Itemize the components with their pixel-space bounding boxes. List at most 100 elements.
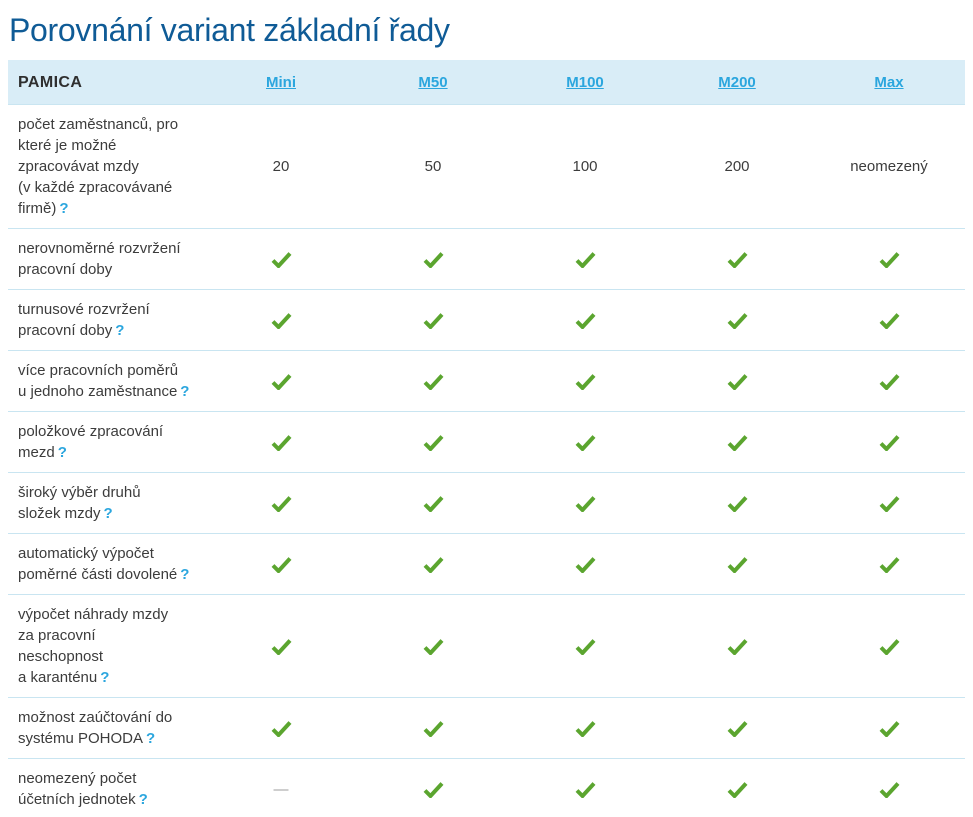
help-icon[interactable]: ? <box>59 200 69 217</box>
value-cell <box>357 371 509 392</box>
column-link-m200[interactable]: M200 <box>718 73 756 91</box>
row-label-cell: možnost zaúčtování do systému POHODA? <box>8 707 205 749</box>
check-icon <box>879 495 900 513</box>
column-link-mini[interactable]: Mini <box>266 73 296 91</box>
check-icon <box>727 434 748 452</box>
check-icon <box>271 556 292 574</box>
value-cell <box>661 432 813 453</box>
row-label-cell: výpočet náhrady mzdy za pracovní neschop… <box>8 604 205 688</box>
value-cell <box>661 718 813 739</box>
table-row: široký výběr druhů složek mzdy? <box>8 472 965 533</box>
row-label-cell: široký výběr druhů složek mzdy? <box>8 482 205 524</box>
value-cell <box>357 432 509 453</box>
value-cell <box>509 718 661 739</box>
value-cell <box>661 636 813 657</box>
row-label-cell: turnusové rozvržení pracovní doby? <box>8 299 205 341</box>
table-row: automatický výpočet poměrné části dovole… <box>8 533 965 594</box>
table-row: výpočet náhrady mzdy za pracovní neschop… <box>8 594 965 697</box>
value-cell <box>813 636 965 657</box>
help-icon[interactable]: ? <box>57 444 67 461</box>
row-label-cell: neomezený počet účetních jednotek? <box>8 768 205 810</box>
value-cell <box>509 432 661 453</box>
table-row: možnost zaúčtování do systému POHODA? <box>8 697 965 758</box>
check-icon <box>423 373 444 391</box>
row-label-cell: více pracovních poměrů u jednoho zaměstn… <box>8 360 205 402</box>
row-label: možnost zaúčtování do systému POHODA <box>18 709 173 747</box>
column-link-m100[interactable]: M100 <box>566 73 604 91</box>
value-cell <box>813 554 965 575</box>
help-icon[interactable]: ? <box>115 322 125 339</box>
help-icon[interactable]: ? <box>180 383 190 400</box>
check-icon <box>727 251 748 269</box>
check-icon <box>575 312 596 330</box>
check-icon <box>879 556 900 574</box>
check-icon <box>727 781 748 799</box>
row-label: výpočet náhrady mzdy za pracovní neschop… <box>18 606 169 686</box>
value-cell <box>813 718 965 739</box>
value-cell <box>205 718 357 739</box>
help-icon[interactable]: ? <box>103 505 113 522</box>
column-link-m50[interactable]: M50 <box>418 73 448 91</box>
row-label: nerovnoměrné rozvržení pracovní doby <box>18 240 181 278</box>
value-cell <box>813 310 965 331</box>
help-icon[interactable]: ? <box>180 566 190 583</box>
help-icon[interactable]: ? <box>100 669 110 686</box>
check-icon <box>271 434 292 452</box>
row-label-cell: automatický výpočet poměrné části dovole… <box>8 543 205 585</box>
value-cell <box>509 554 661 575</box>
value-cell <box>509 310 661 331</box>
value-cell <box>357 554 509 575</box>
value-cell <box>205 249 357 270</box>
value-cell <box>357 718 509 739</box>
row-label-cell: položkové zpracování mezd? <box>8 421 205 463</box>
product-name: PAMICA <box>18 73 83 91</box>
check-icon <box>575 638 596 656</box>
header-cell-m50: M50 <box>357 72 509 93</box>
header-cell-m100: M100 <box>509 72 661 93</box>
check-icon <box>271 638 292 656</box>
value-cell <box>813 432 965 453</box>
value-cell <box>205 432 357 453</box>
table-body: počet zaměstnanců, pro které je možné zp… <box>8 104 965 817</box>
value-cell <box>357 493 509 514</box>
value-cell: neomezený <box>850 158 928 175</box>
value-cell <box>509 249 661 270</box>
column-link-max[interactable]: Max <box>874 73 904 91</box>
value-cell <box>205 636 357 657</box>
check-icon <box>727 312 748 330</box>
value-cell <box>205 310 357 331</box>
value-cell <box>661 310 813 331</box>
value-cell <box>509 371 661 392</box>
row-label-cell: nerovnoměrné rozvržení pracovní doby <box>8 238 205 280</box>
check-icon <box>423 495 444 513</box>
check-icon <box>879 434 900 452</box>
value-cell: 50 <box>424 158 442 175</box>
value-cell <box>661 779 813 800</box>
value-cell <box>661 249 813 270</box>
check-icon <box>271 495 292 513</box>
table-row: položkové zpracování mezd? <box>8 411 965 472</box>
value-cell <box>509 493 661 514</box>
header-cell-max: Max <box>813 72 965 93</box>
help-icon[interactable]: ? <box>146 730 156 747</box>
check-icon <box>879 312 900 330</box>
value-cell <box>661 493 813 514</box>
check-icon <box>575 373 596 391</box>
row-label: automatický výpočet poměrné části dovole… <box>18 545 178 583</box>
check-icon <box>727 373 748 391</box>
page-title: Porovnání variant základní řady <box>9 12 450 48</box>
help-icon[interactable]: ? <box>138 791 148 808</box>
check-icon <box>575 495 596 513</box>
value-cell <box>813 371 965 392</box>
row-label: počet zaměstnanců, pro které je možné zp… <box>18 116 179 217</box>
table-row: neomezený počet účetních jednotek? — <box>8 758 965 817</box>
value-cell <box>813 249 965 270</box>
value-cell <box>661 371 813 392</box>
value-cell <box>509 779 661 800</box>
table-row: více pracovních poměrů u jednoho zaměstn… <box>8 350 965 411</box>
table-row: počet zaměstnanců, pro které je možné zp… <box>8 104 965 228</box>
value-cell: 200 <box>724 158 750 175</box>
check-icon <box>727 638 748 656</box>
check-icon <box>271 373 292 391</box>
check-icon <box>879 781 900 799</box>
